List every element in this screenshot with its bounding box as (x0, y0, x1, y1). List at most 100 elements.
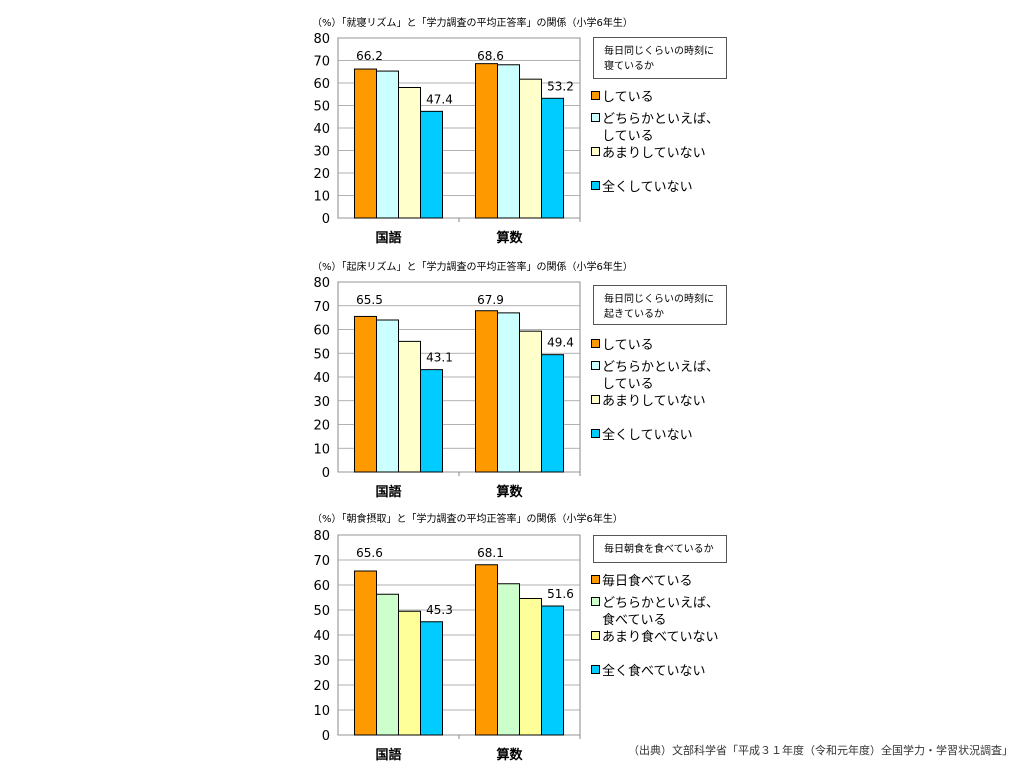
legend-item: あまりしていない (591, 393, 706, 410)
legend-item: 毎日食べている (591, 573, 692, 590)
y-tick-label: 70 (313, 55, 330, 70)
legend-swatch (591, 395, 600, 404)
y-tick-label: 50 (313, 347, 330, 362)
chart-svg: 0 10 20 30 40 50 60 70 80 国語 算数 66.2 47.4 68.6 53.2 (313, 32, 581, 246)
source-note: （出典）文部科学省「平成３１年度（令和元年度）全国学力・学習状況調査」 (628, 744, 1013, 757)
legend-title: 毎日朝食を食べているか (593, 535, 727, 563)
y-tick-label: 60 (313, 324, 330, 339)
y-tick-label: 0 (322, 466, 330, 481)
legend-swatch (591, 631, 600, 640)
legend-label: している (602, 338, 654, 353)
data-label: 49.4 (547, 336, 574, 350)
legend-item: どちらかといえば、 している (591, 111, 719, 145)
data-label: 65.5 (356, 293, 383, 307)
legend-title: 毎日同じくらいの時刻に寝ているか (593, 37, 727, 79)
bar-1-3 (541, 605, 564, 736)
bar-1-3 (541, 354, 564, 473)
legend-label: どちらかといえば、 (602, 360, 720, 375)
bar-0-2 (398, 87, 421, 219)
x-tick-label: 国語 (375, 230, 401, 246)
legend-label: 毎日食べている (602, 574, 693, 589)
data-label: 68.1 (477, 546, 504, 560)
legend-swatch (591, 575, 600, 584)
y-tick-label: 60 (313, 579, 330, 594)
data-label: 65.6 (356, 546, 383, 560)
legend-swatch (591, 665, 600, 674)
y-tick-label: 80 (313, 529, 330, 544)
y-tick-label: 80 (313, 32, 330, 47)
y-tick-label: 30 (313, 145, 330, 160)
legend-item: どちらかといえば、 している (591, 359, 719, 393)
data-label: 53.2 (547, 79, 574, 93)
x-tick-label: 国語 (375, 747, 401, 763)
x-tick-label: 算数 (496, 747, 523, 763)
x-tick-label: 算数 (496, 230, 523, 246)
bar-chart-2: （%）「起床リズム」と「学力調査の平均正答率」の関係（小学6年生） 0 10 20 30… (300, 258, 740, 518)
legend-swatch (591, 429, 600, 438)
chart-svg: 0 10 20 30 40 50 60 70 80 国語 算数 65.6 45.3 68.1 51.6 (313, 529, 581, 763)
legend-label: している (602, 377, 654, 392)
bar-1-1 (497, 312, 520, 473)
bar-chart-1: （%）「就寝リズム」と「学力調査の平均正答率」の関係（小学6年生） 0 10 20 30… (300, 14, 740, 274)
y-tick-label: 10 (313, 704, 330, 719)
legend-swatch (591, 181, 600, 190)
y-tick-label: 40 (313, 371, 330, 386)
bar-0-3 (420, 621, 443, 736)
bar-1-0 (475, 63, 498, 219)
y-tick-label: 50 (313, 100, 330, 115)
y-tick-label: 10 (313, 442, 330, 457)
legend-label: 全くしていない (602, 428, 693, 443)
legend-item: している (591, 89, 654, 106)
bar-0-0 (354, 315, 377, 473)
legend-label: あまり食べていない (602, 630, 719, 645)
y-tick-label: 20 (313, 167, 330, 182)
data-label: 67.9 (477, 293, 504, 307)
bar-0-2 (398, 610, 421, 736)
y-tick-label: 70 (313, 300, 330, 315)
legend-label: 全く食べていない (602, 664, 706, 679)
legend-swatch (591, 339, 600, 348)
legend-label: 食べている (602, 613, 667, 628)
data-label: 66.2 (356, 49, 383, 63)
bar-0-3 (420, 110, 443, 219)
y-tick-label: 20 (313, 419, 330, 434)
legend-label: あまりしていない (602, 146, 706, 161)
data-label: 68.6 (477, 49, 504, 63)
legend-item: 全くしていない (591, 427, 693, 444)
y-tick-label: 0 (322, 212, 330, 227)
y-tick-label: 50 (313, 604, 330, 619)
data-label: 45.3 (426, 603, 453, 617)
bar-1-0 (475, 310, 498, 473)
bar-1-3 (541, 97, 564, 219)
bar-1-1 (497, 64, 520, 219)
legend-title: 毎日同じくらいの時刻に起きているか (593, 285, 727, 325)
x-tick-label: 国語 (375, 484, 401, 500)
y-tick-label: 10 (313, 190, 330, 205)
bar-1-2 (519, 78, 542, 219)
legend-label: どちらかといえば、 (602, 112, 720, 127)
legend-label: どちらかといえば、 (602, 596, 720, 611)
legend-swatch (591, 113, 600, 122)
y-tick-label: 30 (313, 395, 330, 410)
data-label: 43.1 (426, 351, 453, 365)
y-tick-label: 30 (313, 654, 330, 669)
bar-1-2 (519, 598, 542, 736)
legend-item: している (591, 337, 654, 354)
y-tick-label: 40 (313, 629, 330, 644)
chart-title: （%）「朝食摂取」と「学力調査の平均正答率」の関係（小学6年生） (312, 514, 623, 525)
chart-title: （%）「起床リズム」と「学力調査の平均正答率」の関係（小学6年生） (312, 262, 633, 273)
bar-1-2 (519, 330, 542, 473)
legend-item: あまり食べていない (591, 629, 718, 646)
chart-title: （%）「就寝リズム」と「学力調査の平均正答率」の関係（小学6年生） (312, 18, 633, 29)
bar-1-1 (497, 583, 520, 736)
y-tick-label: 60 (313, 77, 330, 92)
legend-swatch (591, 147, 600, 156)
legend-swatch (591, 597, 600, 606)
bar-0-2 (398, 340, 421, 473)
y-tick-label: 0 (322, 729, 330, 744)
data-label: 47.4 (426, 92, 453, 106)
legend-item: どちらかといえば、 食べている (591, 595, 719, 629)
bar-0-1 (376, 593, 399, 736)
legend-label: している (602, 129, 654, 144)
bar-0-3 (420, 369, 443, 473)
